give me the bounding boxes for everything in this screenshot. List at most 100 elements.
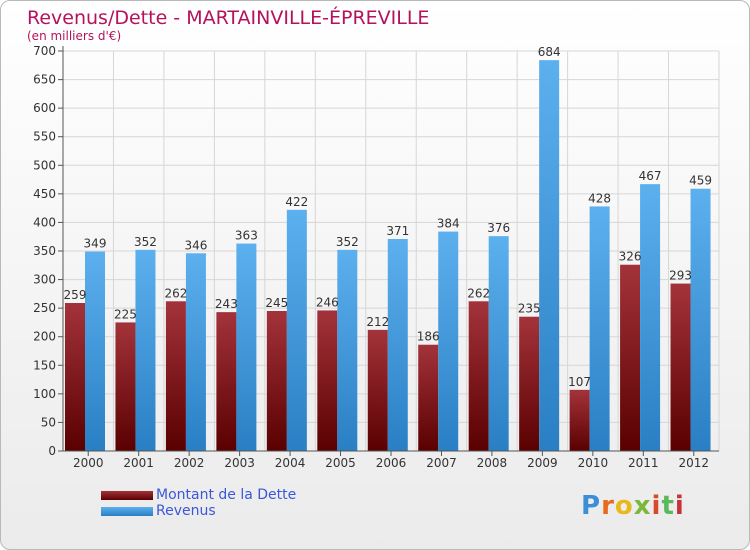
bar-revenus-2007 bbox=[438, 231, 459, 451]
bar-dette-2010 bbox=[569, 389, 590, 451]
x-tick-label-2009: 2009 bbox=[527, 456, 558, 470]
value-label-dette-2002: 262 bbox=[164, 286, 187, 300]
y-tick-label: 450 bbox=[33, 187, 56, 201]
bar-dette-2011 bbox=[620, 264, 641, 451]
logo-letter: t bbox=[661, 491, 675, 521]
logo-letter: P bbox=[581, 491, 602, 521]
y-tick-label: 200 bbox=[33, 330, 56, 344]
y-tick-label: 600 bbox=[33, 101, 56, 115]
legend-label-dette: Montant de la Dette bbox=[156, 487, 297, 503]
bar-revenus-2002 bbox=[185, 253, 206, 451]
value-label-dette-2000: 259 bbox=[64, 288, 87, 302]
y-tick-label: 0 bbox=[48, 444, 56, 458]
value-label-dette-2012: 293 bbox=[669, 269, 692, 283]
value-label-revenus-2004: 422 bbox=[285, 195, 308, 209]
value-label-dette-2005: 246 bbox=[316, 295, 339, 309]
y-tick-label: 50 bbox=[41, 415, 56, 429]
logo-letter: i bbox=[651, 491, 662, 521]
value-label-dette-2006: 212 bbox=[366, 315, 389, 329]
bar-revenus-2012 bbox=[690, 188, 711, 451]
value-label-revenus-2009: 684 bbox=[538, 45, 561, 59]
logo-letter: o bbox=[614, 491, 634, 521]
y-tick-label: 350 bbox=[33, 244, 56, 258]
bar-dette-2001 bbox=[115, 322, 136, 451]
bar-dette-2005 bbox=[317, 310, 338, 451]
bar-dette-2004 bbox=[266, 311, 287, 451]
x-tick-label-2008: 2008 bbox=[477, 456, 508, 470]
y-tick-label: 650 bbox=[33, 73, 56, 87]
bar-revenus-2010 bbox=[589, 206, 610, 451]
logo-letter: x bbox=[633, 491, 652, 521]
x-tick-label-2006: 2006 bbox=[376, 456, 407, 470]
bar-dette-2007 bbox=[418, 344, 439, 451]
value-label-revenus-2006: 371 bbox=[386, 224, 409, 238]
bar-revenus-2011 bbox=[640, 184, 661, 451]
proxiti-logo: Proxiti bbox=[581, 491, 685, 521]
value-label-revenus-2000: 349 bbox=[84, 237, 107, 251]
value-label-dette-2008: 262 bbox=[467, 286, 490, 300]
chart-subtitle: (en milliers d'€) bbox=[27, 29, 122, 43]
bar-dette-2002 bbox=[165, 301, 186, 451]
value-label-dette-2010: 107 bbox=[568, 375, 591, 389]
y-tick-label: 250 bbox=[33, 301, 56, 315]
axes: 0 50 100 150 200 250 300 350 400 450 500 550 600 650 7… bbox=[33, 44, 719, 470]
legend-swatch-dette bbox=[101, 491, 153, 500]
value-label-dette-2007: 186 bbox=[417, 330, 440, 344]
x-tick-label-2004: 2004 bbox=[275, 456, 306, 470]
value-label-dette-2003: 243 bbox=[215, 297, 238, 311]
bar-revenus-2009 bbox=[539, 60, 560, 452]
bars bbox=[65, 60, 711, 452]
value-label-dette-2004: 245 bbox=[265, 296, 288, 310]
x-tick-label-2010: 2010 bbox=[578, 456, 609, 470]
bar-revenus-2003 bbox=[236, 243, 257, 451]
logo-letter: i bbox=[674, 491, 685, 521]
y-tick-label: 300 bbox=[33, 273, 56, 287]
y-tick-label: 700 bbox=[33, 44, 56, 58]
value-label-dette-2001: 225 bbox=[114, 307, 137, 321]
x-tick-label-2011: 2011 bbox=[628, 456, 659, 470]
bar-revenus-2006 bbox=[387, 239, 408, 451]
grid-lines bbox=[62, 50, 720, 452]
value-label-revenus-2001: 352 bbox=[134, 235, 157, 249]
value-label-revenus-2008: 376 bbox=[487, 221, 510, 235]
value-label-revenus-2010: 428 bbox=[588, 191, 611, 205]
x-tick-label-2003: 2003 bbox=[224, 456, 255, 470]
y-tick-label: 100 bbox=[33, 387, 56, 401]
x-tick-label-2005: 2005 bbox=[325, 456, 356, 470]
legend-label-revenus: Revenus bbox=[156, 503, 216, 519]
bar-revenus-2001 bbox=[135, 249, 156, 451]
x-tick-label-2007: 2007 bbox=[426, 456, 457, 470]
x-tick-label-2000: 2000 bbox=[73, 456, 104, 470]
bar-dette-2006 bbox=[367, 329, 388, 451]
value-label-dette-2009: 235 bbox=[518, 302, 541, 316]
legend-swatch-revenus bbox=[101, 507, 153, 516]
x-tick-label-2002: 2002 bbox=[174, 456, 205, 470]
bar-revenus-2008 bbox=[488, 236, 509, 451]
bar-dette-2008 bbox=[468, 301, 489, 451]
value-label-revenus-2003: 363 bbox=[235, 229, 258, 243]
value-label-revenus-2012: 459 bbox=[689, 174, 712, 188]
value-label-revenus-2011: 467 bbox=[639, 169, 662, 183]
value-label-revenus-2005: 352 bbox=[336, 235, 359, 249]
bar-revenus-2000 bbox=[85, 251, 105, 451]
value-labels: 259 349 225 352 262 346 243 363 245 422 246 352 212 3… bbox=[64, 45, 712, 389]
bar-dette-2003 bbox=[216, 312, 237, 451]
value-label-dette-2011: 326 bbox=[619, 250, 642, 264]
value-label-revenus-2007: 384 bbox=[437, 217, 460, 231]
y-tick-label: 500 bbox=[33, 158, 56, 172]
bar-dette-2000 bbox=[65, 303, 85, 451]
bar-dette-2009 bbox=[519, 316, 540, 451]
bar-revenus-2004 bbox=[286, 209, 307, 451]
y-tick-label: 150 bbox=[33, 358, 56, 372]
y-tick-label: 400 bbox=[33, 215, 56, 229]
logo-letter: r bbox=[601, 491, 615, 521]
bar-dette-2012 bbox=[670, 283, 691, 451]
bar-revenus-2005 bbox=[337, 249, 358, 451]
x-tick-label-2012: 2012 bbox=[678, 456, 709, 470]
value-label-revenus-2002: 346 bbox=[184, 238, 207, 252]
x-tick-label-2001: 2001 bbox=[123, 456, 154, 470]
chart-title: Revenus/Dette - MARTAINVILLE-ÉPREVILLE bbox=[27, 7, 430, 29]
y-tick-label: 550 bbox=[33, 130, 56, 144]
